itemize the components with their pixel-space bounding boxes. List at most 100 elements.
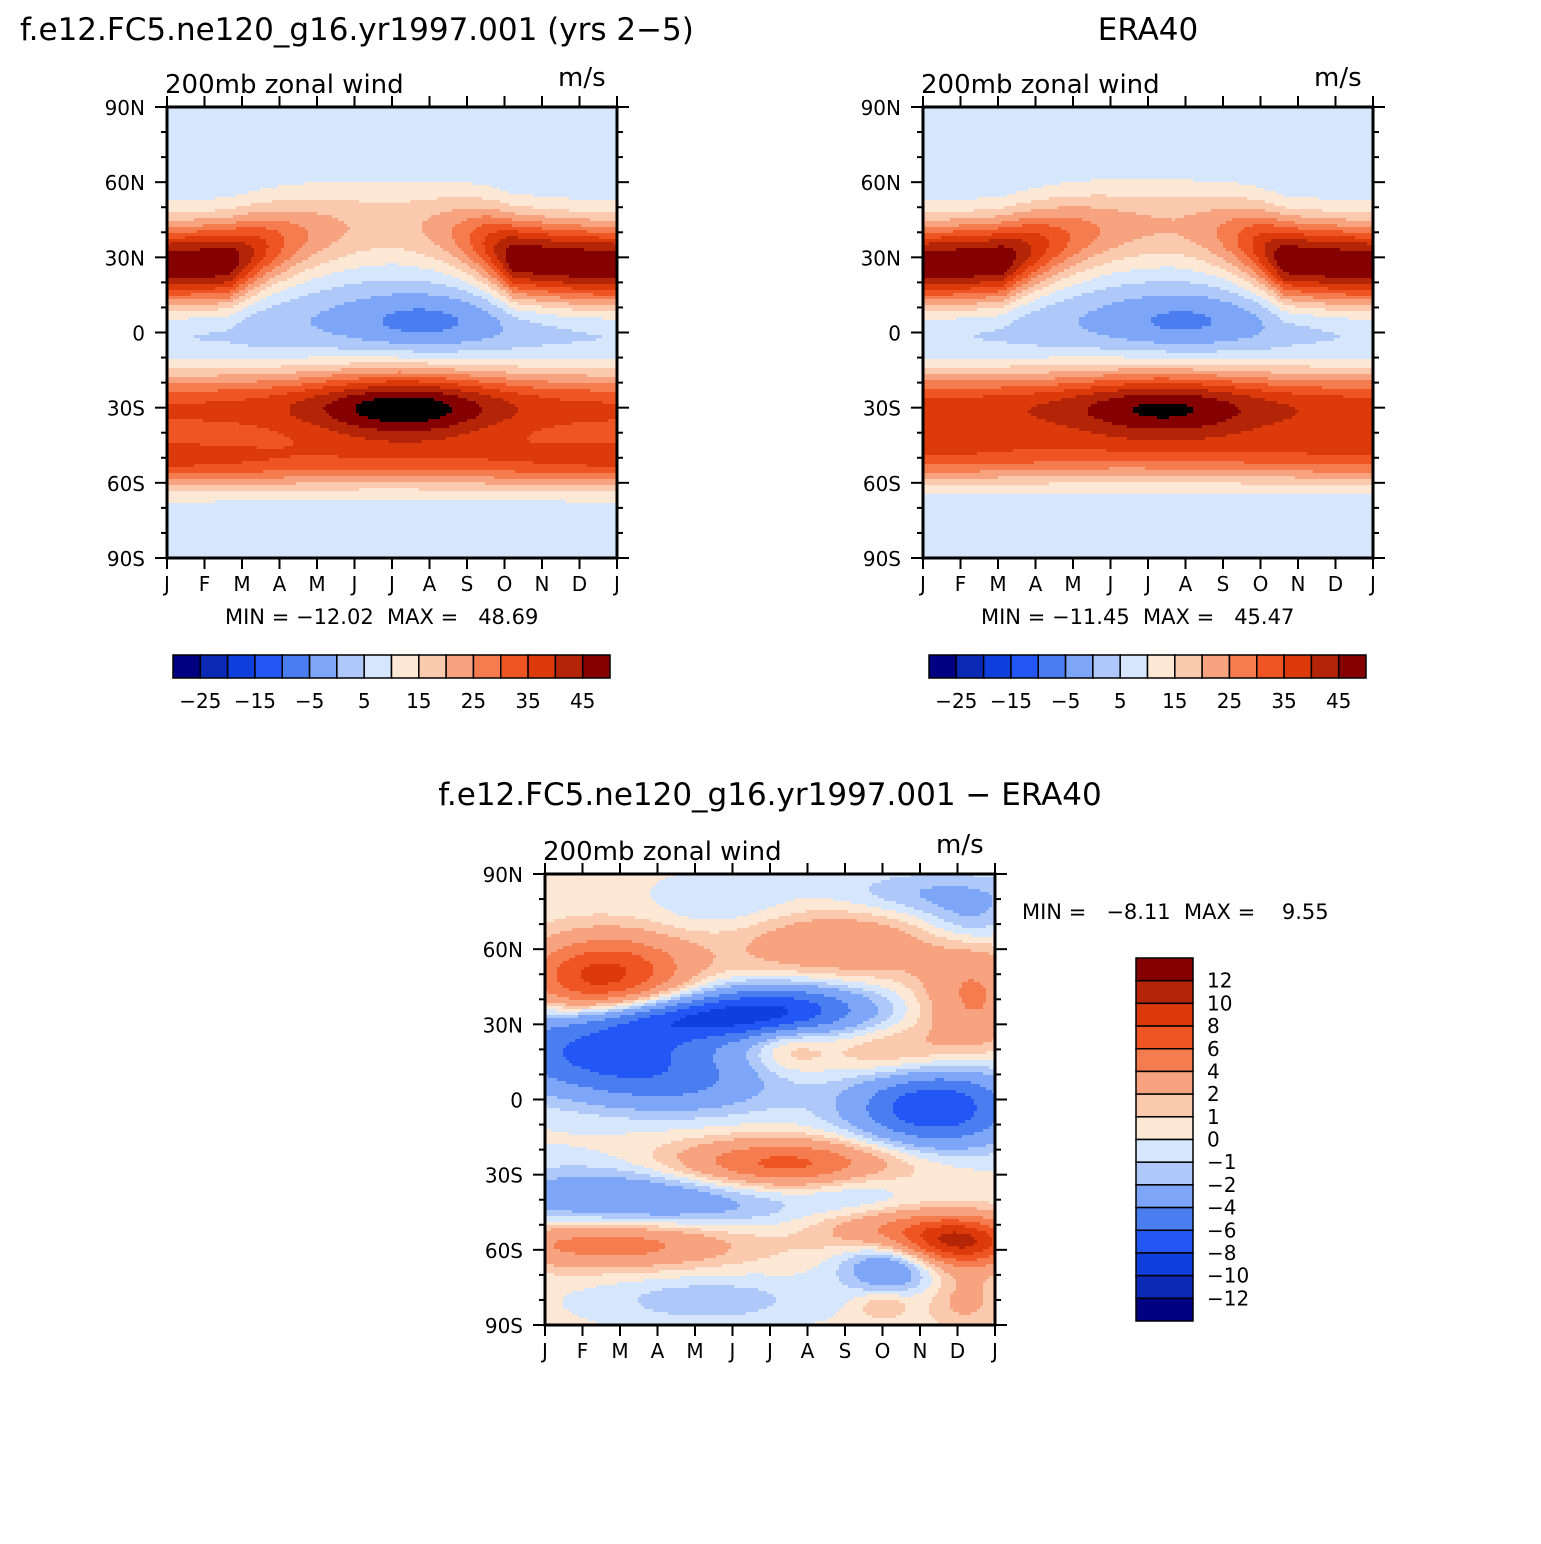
panel-obs-cell xyxy=(1259,266,1265,269)
panel-obs-xtick-label: O xyxy=(1253,572,1269,596)
panel-obs-cell xyxy=(1118,389,1208,392)
panel-diff-cell xyxy=(929,1243,947,1246)
panel-diff-cell xyxy=(638,1018,680,1021)
panel-diff-cell xyxy=(971,1234,989,1237)
panel-diff-cell xyxy=(779,1075,857,1078)
panel-obs-cell xyxy=(1238,407,1295,410)
panel-diff-cell xyxy=(977,1105,995,1108)
panel-diff-cell xyxy=(881,994,899,997)
panel-diff-cell xyxy=(671,1141,713,1144)
panel-model-cell xyxy=(167,173,617,176)
panel-model-cell xyxy=(602,401,617,404)
panel-diff-cell xyxy=(890,1138,995,1141)
panel-diff-cell xyxy=(872,1039,926,1042)
panel-diff-cell xyxy=(635,1012,665,1015)
panel-obs-cell xyxy=(1277,248,1340,251)
panel-obs-cell xyxy=(923,377,1055,380)
panel-obs-cell xyxy=(1238,338,1334,341)
panel-diff-cell xyxy=(653,970,674,973)
panel-diff-cell xyxy=(545,1177,557,1180)
panel-model-cell xyxy=(542,221,617,224)
panel-diff-cell xyxy=(545,892,650,895)
panel-obs-cell xyxy=(1211,251,1232,254)
panel-model-cell xyxy=(245,299,260,302)
panel-model-cell xyxy=(167,329,227,332)
panel-diff-cell xyxy=(692,1000,719,1003)
panel-obs-cell xyxy=(953,293,1007,296)
panel-obs-cell xyxy=(1238,293,1256,296)
panel-model-cell xyxy=(446,413,479,416)
panel-obs-cell xyxy=(1040,296,1073,299)
panel-obs-cell xyxy=(1049,371,1271,374)
panel-model-cell xyxy=(503,308,515,311)
panel-model-ytick-label: 0 xyxy=(132,322,145,346)
panel-model-cell xyxy=(281,290,320,293)
panel-diff-cell xyxy=(806,991,851,994)
panel-diff-cell xyxy=(959,988,986,991)
panel-diff-cell xyxy=(989,892,995,895)
panel-obs-cell xyxy=(1268,287,1277,290)
panel-obs-cell xyxy=(923,494,1373,497)
panel-model-cell xyxy=(569,209,617,212)
panel-obs-cell xyxy=(923,182,1061,185)
panel-diff-cell xyxy=(674,1021,755,1024)
panel-model-cell xyxy=(272,386,323,389)
panel-diff-cell xyxy=(950,1303,983,1306)
panel-diff-cell xyxy=(545,1036,581,1039)
panel-diff-cell xyxy=(545,1201,737,1204)
panel-diff-cell xyxy=(677,1222,779,1225)
panel-model-cell xyxy=(482,281,491,284)
panel-model-colorbar-label: 5 xyxy=(358,689,371,713)
panel-diff-cell xyxy=(650,1180,680,1183)
panel-obs-ytick-label: 0 xyxy=(888,322,901,346)
panel-model-cell xyxy=(233,299,245,302)
panel-obs-cell xyxy=(1259,302,1271,305)
panel-obs-cell xyxy=(1202,425,1262,428)
panel-model-cell xyxy=(488,458,617,461)
panel-diff-cell xyxy=(839,1267,854,1270)
panel-obs-cell xyxy=(1244,278,1256,281)
panel-model-cell xyxy=(251,260,260,263)
panel-diff-cell xyxy=(734,1186,764,1189)
panel-diff-cell xyxy=(929,931,953,934)
panel-diff-cell xyxy=(929,1273,938,1276)
panel-obs-cell xyxy=(1289,404,1373,407)
panel-model-cell xyxy=(167,230,197,233)
panel-obs-cell xyxy=(923,476,998,479)
panel-diff-cell xyxy=(767,907,881,910)
panel-diff-cell xyxy=(695,982,707,985)
panel-obs-xtick-label: J xyxy=(918,572,926,596)
panel-model-cell xyxy=(485,251,494,254)
panel-model-colorbar-label: 15 xyxy=(406,689,431,713)
panel-diff-cell xyxy=(932,1024,995,1027)
panel-obs-cell xyxy=(923,206,1004,209)
panel-diff-cell xyxy=(941,1225,965,1228)
panel-obs-cell xyxy=(1118,368,1193,371)
panel-diff-cell xyxy=(566,1081,716,1084)
panel-obs-cell xyxy=(1256,293,1268,296)
panel-model-cell xyxy=(470,431,533,434)
panel-obs-cell xyxy=(1166,350,1217,353)
panel-model-cell xyxy=(506,236,518,239)
panel-obs-cell xyxy=(1238,257,1250,260)
panel-model-cell xyxy=(248,344,542,347)
panel-model-cell xyxy=(248,305,272,308)
panel-diff-cell xyxy=(599,1114,728,1117)
panel-model-cell xyxy=(167,497,617,500)
panel-model-cell xyxy=(428,419,467,422)
panel-diff-cell xyxy=(875,1003,893,1006)
panel-diff-cell xyxy=(851,1219,896,1222)
panel-diff-cell xyxy=(545,1300,563,1303)
panel-diff-cell xyxy=(893,1006,908,1009)
panel-obs-cell xyxy=(923,416,1037,419)
panel-diff-cell xyxy=(596,1321,815,1324)
panel-diff-cell xyxy=(686,1165,722,1168)
panel-diff-cell xyxy=(833,1231,878,1234)
panel-diff-cell xyxy=(545,1171,635,1174)
panel-diff-cell xyxy=(794,997,836,1000)
panel-obs-cell xyxy=(977,452,1307,455)
panel-diff-cell xyxy=(575,1252,647,1255)
panel-diff-cell xyxy=(707,1087,764,1090)
panel-model-cell xyxy=(509,305,542,308)
panel-model-cell xyxy=(506,275,512,278)
